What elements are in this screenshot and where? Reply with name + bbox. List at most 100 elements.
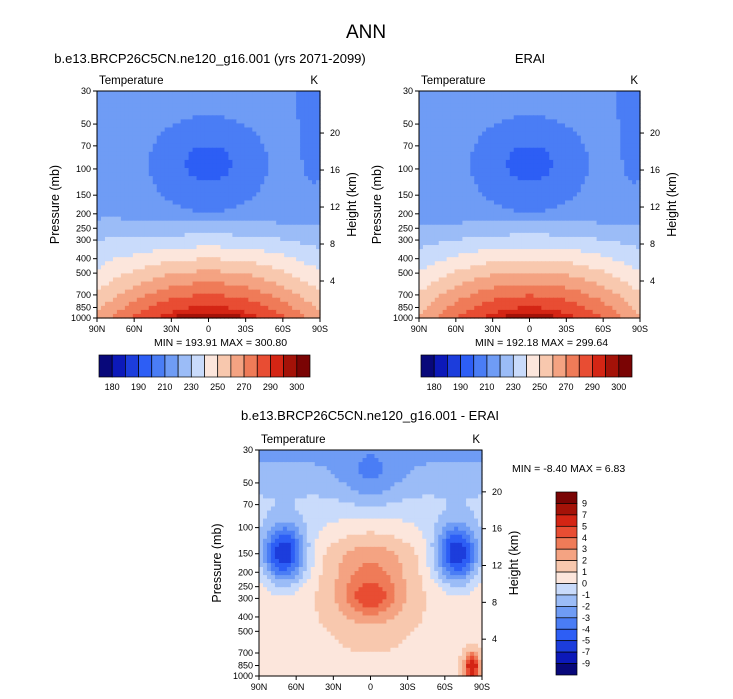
heatmap-cell	[97, 159, 102, 165]
heatmap-cell	[172, 168, 178, 173]
heatmap-cell	[136, 277, 142, 283]
heatmap-cell	[160, 139, 166, 145]
heatmap-cell	[120, 245, 126, 250]
heatmap-cell	[144, 232, 150, 238]
heatmap-cell	[164, 212, 170, 218]
heatmap-cell	[240, 212, 245, 218]
heatmap-cell	[140, 111, 146, 116]
heatmap-cell	[430, 143, 436, 149]
height-axis-label: Height (km)	[345, 172, 359, 237]
heatmap-cell	[176, 159, 182, 165]
heatmap-cell	[256, 168, 261, 173]
heatmap-cell	[124, 232, 130, 238]
heatmap-cell	[208, 240, 214, 246]
heatmap-cell	[501, 111, 507, 116]
heatmap-cell	[140, 212, 146, 218]
heatmap-cell	[204, 309, 210, 315]
heatmap-cell	[192, 220, 198, 226]
heatmap-cell	[216, 212, 222, 218]
heatmap-cell	[284, 216, 289, 222]
heatmap-cell	[228, 107, 233, 112]
heatmap-cell	[474, 95, 479, 100]
heatmap-cell	[632, 95, 637, 100]
heatmap-cell	[572, 192, 578, 197]
heatmap-cell	[236, 188, 241, 193]
heatmap-cell	[244, 240, 249, 246]
heatmap-cell	[256, 107, 261, 112]
heatmap-cell	[97, 216, 102, 222]
heatmap-cell	[260, 253, 265, 258]
heatmap-cell	[580, 200, 586, 206]
heatmap-cell	[482, 151, 487, 157]
heatmap-cell	[624, 216, 629, 222]
heatmap-cell	[256, 273, 261, 279]
heatmap-cell	[517, 204, 523, 210]
heatmap-cell	[97, 200, 102, 206]
heatmap-cell	[276, 245, 281, 250]
y-tick-label: 150	[76, 190, 91, 200]
heatmap-cell	[490, 180, 495, 185]
heatmap-cell	[312, 281, 317, 287]
heatmap-cell	[620, 208, 625, 214]
heatmap-cell	[490, 123, 495, 129]
heatmap-cell	[458, 188, 464, 193]
heatmap-cell	[549, 192, 554, 197]
heatmap-cell	[521, 208, 527, 214]
heatmap-cell	[97, 91, 102, 96]
heatmap-cell	[268, 155, 273, 161]
heatmap-cell	[316, 253, 321, 258]
heatmap-cell	[212, 269, 218, 275]
heatmap-cell	[620, 151, 625, 157]
heatmap-cell	[176, 180, 182, 185]
heatmap-cell	[152, 240, 158, 246]
heatmap-cell	[100, 115, 106, 120]
heatmap-cell	[636, 91, 641, 96]
heatmap-cell	[580, 151, 586, 157]
heatmap-cell	[545, 115, 550, 120]
heatmap-cell	[192, 285, 198, 291]
heatmap-cell	[124, 305, 130, 311]
heatmap-cell	[312, 196, 317, 202]
heatmap-cell	[462, 200, 467, 206]
heatmap-cell	[486, 163, 491, 169]
heatmap-cell	[104, 228, 110, 234]
heatmap-cell	[128, 313, 134, 319]
heatmap-cell	[208, 159, 214, 165]
heatmap-cell	[430, 216, 436, 222]
heatmap-cell	[116, 212, 122, 218]
heatmap-cell	[478, 91, 483, 96]
heatmap-cell	[264, 196, 269, 202]
heatmap-cell	[545, 143, 550, 149]
heatmap-cell	[188, 119, 194, 125]
heatmap-cell	[272, 224, 277, 230]
heatmap-cell	[533, 176, 538, 181]
heatmap-cell	[168, 273, 174, 279]
heatmap-cell	[204, 281, 210, 287]
heatmap-cell	[244, 289, 249, 295]
heatmap-cell	[300, 147, 305, 153]
heatmap-cell	[288, 91, 293, 96]
heatmap-cell	[454, 135, 460, 141]
heatmap-cell	[124, 200, 130, 206]
heatmap-cell	[97, 293, 102, 299]
heatmap-cell	[308, 261, 313, 266]
heatmap-cell	[156, 184, 162, 189]
heatmap-cell	[228, 135, 233, 141]
heatmap-cell	[565, 176, 570, 181]
heatmap-cell	[608, 204, 613, 210]
heatmap-cell	[292, 257, 297, 262]
heatmap-cell	[584, 111, 590, 116]
heatmap-cell	[160, 212, 166, 218]
heatmap-cell	[422, 176, 428, 181]
heatmap-cell	[220, 257, 226, 262]
heatmap-cell	[426, 143, 432, 149]
heatmap-cell	[308, 253, 313, 258]
heatmap-cell	[553, 204, 558, 210]
heatmap-cell	[144, 289, 150, 295]
heatmap-cell	[612, 208, 617, 214]
heatmap-cell	[474, 99, 479, 104]
heatmap-cell	[541, 192, 546, 197]
heatmap-cell	[486, 180, 491, 185]
heatmap-cell	[509, 147, 515, 153]
heatmap-cell	[188, 236, 194, 242]
